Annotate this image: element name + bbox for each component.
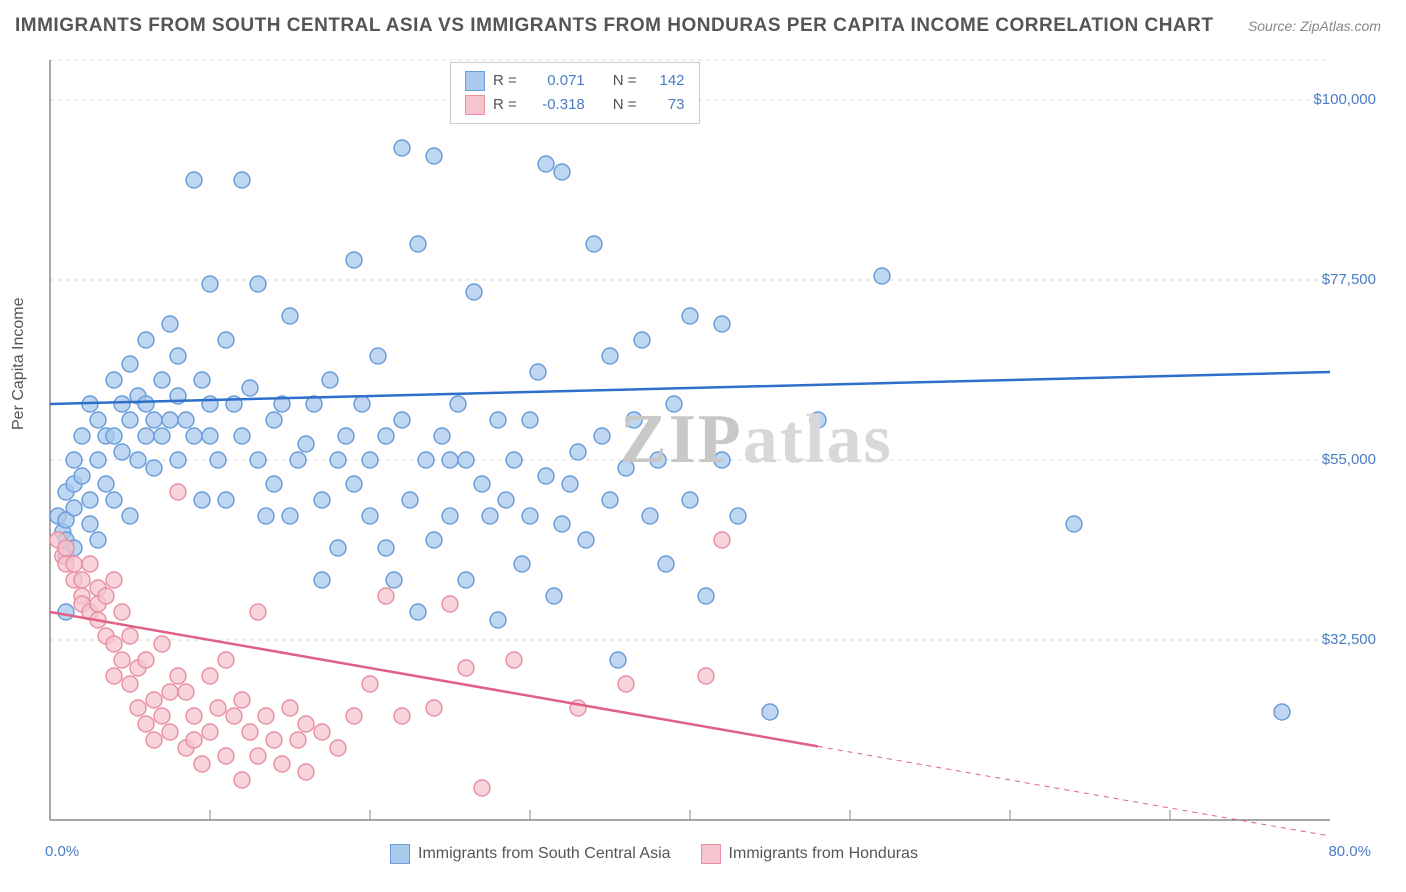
y-tick-label: $77,500 <box>1322 271 1376 288</box>
r-value-series-1: 0.071 <box>525 69 585 93</box>
legend-swatch-series-1 <box>465 71 485 91</box>
legend-row-series-2: R = -0.318 N = 73 <box>465 93 685 117</box>
legend-item-series-2: Immigrants from Honduras <box>701 844 918 864</box>
n-value-series-1: 142 <box>645 69 685 93</box>
n-value-series-2: 73 <box>645 93 685 117</box>
legend-swatch-series-1-bottom <box>390 844 410 864</box>
legend-row-series-1: R = 0.071 N = 142 <box>465 69 685 93</box>
y-tick-label: $100,000 <box>1313 91 1376 108</box>
x-tick-min: 0.0% <box>45 843 79 860</box>
series-1-name: Immigrants from South Central Asia <box>418 845 671 863</box>
r-label: R = <box>493 93 517 117</box>
n-label: N = <box>613 93 637 117</box>
series-legend: Immigrants from South Central Asia Immig… <box>390 844 918 864</box>
watermark-zip: ZIP <box>620 401 743 478</box>
x-tick-max: 80.0% <box>1328 843 1371 860</box>
r-label: R = <box>493 69 517 93</box>
watermark: ZIPatlas <box>620 400 893 480</box>
legend-item-series-1: Immigrants from South Central Asia <box>390 844 671 864</box>
r-value-series-2: -0.318 <box>525 93 585 117</box>
watermark-atlas: atlas <box>743 401 893 478</box>
chart-container: IMMIGRANTS FROM SOUTH CENTRAL ASIA VS IM… <box>0 0 1406 892</box>
correlation-legend: R = 0.071 N = 142 R = -0.318 N = 73 <box>450 62 700 124</box>
series-2-name: Immigrants from Honduras <box>729 845 918 863</box>
y-tick-label: $32,500 <box>1322 631 1376 648</box>
legend-swatch-series-2 <box>465 95 485 115</box>
n-label: N = <box>613 69 637 93</box>
y-tick-label: $55,000 <box>1322 451 1376 468</box>
legend-swatch-series-2-bottom <box>701 844 721 864</box>
